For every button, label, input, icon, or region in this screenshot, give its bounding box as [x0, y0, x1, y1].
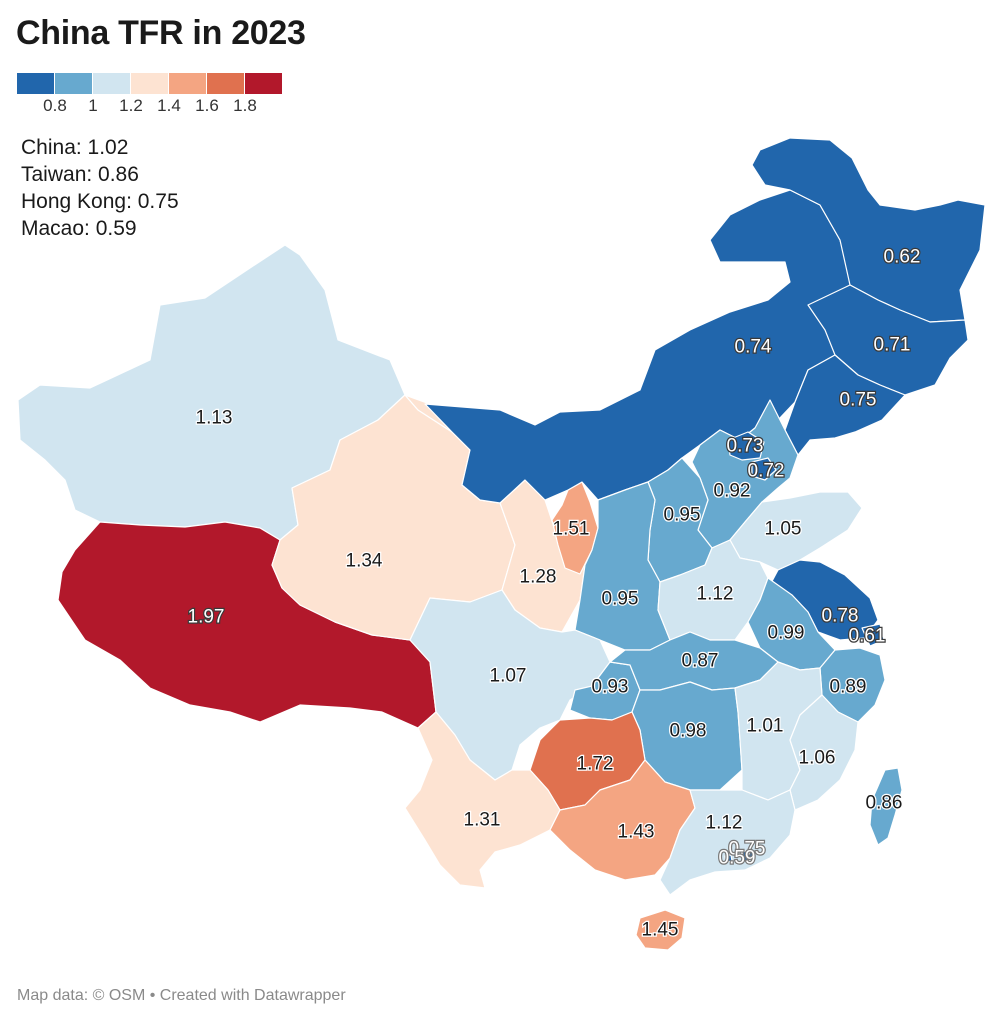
region-macao[interactable]	[724, 854, 733, 863]
region-label: 0.86	[866, 793, 903, 814]
region-hongkong[interactable]	[739, 849, 756, 862]
region-label: 0.95	[602, 589, 639, 610]
region-label: 1.43	[618, 822, 655, 843]
page-title: China TFR in 2023	[16, 14, 306, 52]
region-label: 1.07	[490, 666, 527, 687]
region-label: 0.89	[830, 677, 867, 698]
color-legend	[17, 73, 283, 94]
region-label: 0.61	[849, 626, 886, 647]
region-beijing[interactable]	[727, 431, 765, 461]
region-label: 0.73	[727, 436, 764, 457]
legend-tick: 1	[88, 96, 98, 115]
region-label: 1.01	[747, 716, 784, 737]
region-label: 1.31	[464, 810, 501, 831]
region-ningxia[interactable]	[551, 481, 599, 575]
region-label: 0.93	[592, 677, 629, 698]
region-label: 0.78	[822, 606, 859, 627]
legend-swatch	[131, 73, 168, 94]
legend-ticks: 0.8 1 1.2 1.4 1.6 1.8	[17, 96, 287, 118]
region-taiwan[interactable]	[869, 767, 903, 846]
region-label: 1.05	[765, 519, 802, 540]
legend-swatch	[93, 73, 130, 94]
stat-taiwan: Taiwan: 0.86	[21, 163, 139, 186]
region-label: 0.75	[729, 839, 766, 860]
region-tianjin[interactable]	[751, 457, 777, 481]
legend-swatch	[207, 73, 244, 94]
legend-swatch	[17, 73, 54, 94]
legend-swatch	[55, 73, 92, 94]
region-label: 0.74	[735, 337, 772, 358]
region-heilongjiang[interactable]	[751, 137, 986, 323]
legend-swatch	[169, 73, 206, 94]
region-yunnan[interactable]	[404, 711, 561, 889]
region-label: 0.98	[670, 721, 707, 742]
region-hainan[interactable]	[635, 909, 686, 951]
region-label: 0.95	[664, 505, 701, 526]
region-guangdong[interactable]	[659, 789, 796, 896]
footer-credit: Map data: © OSM • Created with Datawrapp…	[17, 987, 346, 1004]
region-label: 1.06	[799, 748, 836, 769]
legend-tick: 1.4	[157, 96, 181, 115]
region-shanghai[interactable]	[861, 623, 885, 647]
stat-macao: Macao: 0.59	[21, 217, 137, 240]
legend-swatch	[245, 73, 282, 94]
region-label: 0.75	[840, 390, 877, 411]
legend-tick: 1.6	[195, 96, 219, 115]
region-label: 1.97	[188, 607, 225, 628]
legend-tick: 1.8	[233, 96, 257, 115]
region-label: 1.34	[346, 551, 383, 572]
region-label: 0.92	[714, 481, 751, 502]
region-shandong[interactable]	[729, 491, 863, 571]
region-label: 0.72	[748, 461, 785, 482]
legend-tick: 1.2	[119, 96, 143, 115]
stat-china: China: 1.02	[21, 136, 129, 159]
region-label: 0.71	[874, 335, 911, 356]
summary-stats: China: 1.02 Taiwan: 0.86 Hong Kong: 0.75…	[21, 134, 179, 242]
region-label: 1.12	[697, 584, 734, 605]
region-label: 0.62	[884, 247, 921, 268]
region-label: 0.99	[768, 623, 805, 644]
legend-tick: 0.8	[43, 96, 67, 115]
stat-hongkong: Hong Kong: 0.75	[21, 190, 179, 213]
region-label: 0.87	[682, 651, 719, 672]
region-label: 1.12	[706, 813, 743, 834]
region-label: 1.28	[520, 567, 557, 588]
region-label: 0.59	[719, 848, 756, 869]
region-label: 1.72	[577, 754, 614, 775]
region-fujian[interactable]	[789, 694, 859, 811]
region-label: 1.45	[642, 920, 679, 941]
region-label: 1.51	[553, 519, 590, 540]
region-label: 1.13	[196, 408, 233, 429]
